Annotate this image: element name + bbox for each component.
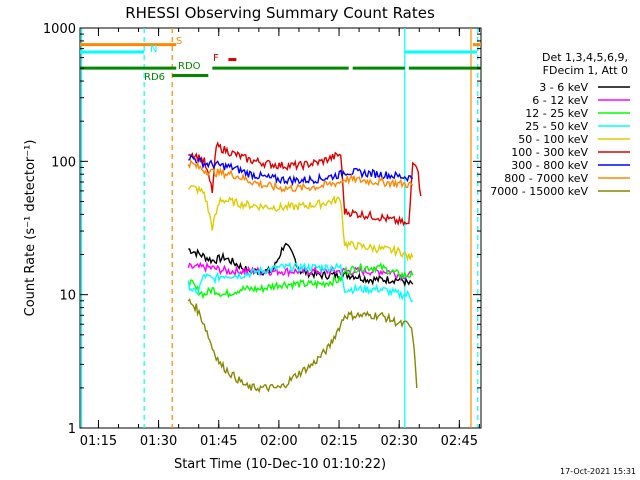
series-line-100-300kev (188, 141, 422, 227)
y-axis-label: Count Rate (s⁻¹ detector⁻¹) (23, 140, 38, 317)
series-line-7000-15000kev (187, 298, 418, 394)
timestamp: 17-Oct-2021 15:31 (560, 467, 636, 476)
chart-title: RHESSI Observing Summary Count Rates (125, 4, 435, 22)
flag-bars (80, 43, 481, 78)
x-tick-label: 02:00 (260, 434, 297, 449)
y-tick-label: 100 (51, 155, 76, 170)
legend-entry-label: 300 - 800 keV (511, 159, 588, 172)
flag-label-rdo: RDO (178, 61, 201, 72)
series-line-3-6kev (188, 242, 414, 288)
x-axis-label: Start Time (10-Dec-10 01:10:22) (174, 457, 386, 472)
legend: Det 1,3,4,5,6,9,FDecim 1, Att 0 3 - 6 keV… (490, 51, 630, 198)
legend-entry-label: 6 - 12 keV (532, 94, 588, 107)
legend-header-1: FDecim 1, Att 0 (543, 64, 628, 77)
legend-entry-label: 800 - 7000 keV (504, 172, 588, 185)
legend-entry-label: 25 - 50 keV (525, 120, 588, 133)
y-tick-label: 1 (68, 422, 76, 437)
series-line-300-800kev (188, 154, 413, 187)
x-tick-label: 01:15 (80, 434, 117, 449)
flag-label-n: N (150, 44, 157, 55)
axis-ticks: 01:15 01:30 01:45 02:00 02:15 02:30 02:45 1 10 10… (43, 22, 481, 449)
series-line-50-100kev (187, 185, 414, 262)
flag-label-s: S (176, 36, 182, 47)
plot-frame (79, 27, 482, 429)
series-group (187, 141, 422, 394)
legend-entry-label: 100 - 300 keV (511, 146, 588, 159)
series-line-800-7000kev (187, 159, 414, 194)
legend-entry-label: 7000 - 15000 keV (490, 185, 588, 198)
series-line-12-25kev (187, 262, 414, 300)
x-tick-label: 01:45 (200, 434, 237, 449)
legend-header-0: Det 1,3,4,5,6,9, (542, 51, 628, 64)
y-tick-label: 1000 (43, 22, 76, 37)
flag-label-f: F (213, 53, 219, 64)
x-tick-label: 02:30 (380, 434, 417, 449)
legend-entry-label: 50 - 100 keV (518, 133, 588, 146)
series-line-25-50kev (187, 261, 414, 303)
x-tick-label: 01:30 (140, 434, 177, 449)
x-tick-label: 02:45 (441, 434, 478, 449)
y-tick-label: 10 (59, 289, 76, 304)
legend-entry-label: 3 - 6 keV (539, 81, 588, 94)
vertical-markers (81, 28, 479, 428)
flag-label-rd6: RD6 (144, 72, 165, 83)
x-tick-label: 02:15 (320, 434, 357, 449)
legend-entry-label: 12 - 25 keV (525, 107, 588, 120)
